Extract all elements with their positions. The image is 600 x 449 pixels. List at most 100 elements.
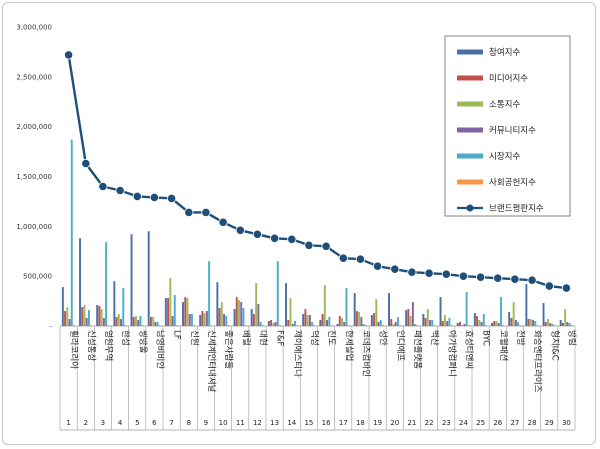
bar-6-28	[536, 325, 539, 326]
bar-1-18	[353, 293, 356, 326]
legend-swatch-5	[457, 153, 483, 159]
y-tick-label: 2,000,000	[16, 123, 52, 131]
bar-1-4	[113, 281, 116, 326]
bar-1-7	[164, 298, 167, 326]
category-label: 한섬	[120, 330, 131, 346]
bar-5-21	[414, 324, 417, 326]
bar-5-9	[208, 261, 211, 326]
category-number: 23	[442, 419, 451, 427]
line-point-28	[527, 275, 537, 285]
bar-5-28	[534, 321, 537, 326]
category-number: 18	[356, 419, 365, 427]
bar-1-15	[302, 314, 305, 326]
category-number: 3	[101, 419, 105, 427]
bar-2-14	[287, 320, 290, 326]
line-point-11	[235, 225, 245, 235]
bar-2-15	[304, 309, 307, 326]
bar-4-26	[497, 323, 500, 326]
bar-5-22	[431, 320, 434, 326]
bar-2-12	[252, 314, 255, 326]
line-point-5	[132, 191, 142, 201]
category-label: 신원	[189, 330, 199, 346]
bar-3-27	[512, 302, 515, 326]
bar-5-16	[328, 317, 331, 326]
bar-6-25	[485, 325, 487, 326]
bar-6-23	[450, 325, 453, 326]
bar-4-22	[429, 320, 432, 326]
bar-5-8	[190, 314, 193, 326]
line-point-30	[561, 283, 572, 293]
category-label: 배럴	[240, 330, 251, 346]
bar-2-2	[81, 307, 84, 326]
category-label: 한세실업	[343, 330, 354, 361]
category-label: 백산	[429, 330, 440, 346]
bar-4-29	[549, 323, 552, 326]
bar-1-21	[405, 310, 408, 326]
category-label: 쌍방울	[137, 330, 148, 354]
category-number: 13	[270, 419, 279, 427]
bar-1-5	[130, 234, 133, 326]
category-label: 진도	[326, 330, 337, 346]
line-point-16	[321, 241, 331, 251]
bar-6-5	[141, 325, 144, 326]
category-number: 26	[493, 419, 502, 427]
bar-3-9	[203, 313, 206, 326]
bar-6-24	[467, 325, 470, 326]
bar-6-26	[502, 325, 505, 326]
legend-swatch-6	[457, 179, 483, 185]
bar-3-15	[306, 315, 309, 326]
bar-3-10	[220, 302, 223, 326]
bar-4-25	[480, 322, 483, 326]
bar-4-17	[343, 322, 346, 326]
bar-3-17	[341, 318, 343, 326]
bar-6-27	[519, 325, 522, 326]
category-number: 12	[253, 419, 262, 427]
bar-6-17	[347, 325, 350, 326]
bar-5-20	[396, 317, 399, 326]
bar-5-2	[87, 310, 90, 326]
line-point-13	[269, 233, 280, 243]
category-number: 21	[407, 419, 416, 427]
line-point-4	[115, 185, 125, 196]
category-number: 9	[204, 419, 208, 427]
bar-4-20	[394, 322, 397, 326]
bar-2-26	[493, 321, 496, 326]
bar-3-16	[323, 285, 326, 326]
category-number: 10	[219, 419, 228, 427]
bar-1-26	[491, 323, 493, 326]
category-label: 신성통상	[86, 330, 97, 361]
bar-6-4	[124, 325, 127, 326]
category-label: 아가방컴퍼니	[446, 330, 457, 377]
bar-2-21	[407, 309, 410, 326]
bar-6-8	[193, 325, 196, 326]
bar-6-2	[90, 325, 93, 326]
bar-6-15	[313, 325, 316, 326]
bar-3-23	[444, 315, 446, 326]
category-label: 휠라코리아	[69, 330, 80, 369]
y-tick-label: 1,000,000	[16, 223, 52, 231]
y-tick-label: 2,500,000	[16, 73, 52, 81]
category-label: 인디에프	[395, 330, 406, 361]
bar-2-20	[390, 319, 393, 326]
category-number: 17	[339, 419, 348, 427]
bar-5-6	[156, 322, 159, 326]
line-point-27	[510, 274, 520, 284]
bar-4-10	[223, 314, 226, 326]
bar-3-7	[169, 278, 172, 326]
bar-5-18	[362, 324, 365, 326]
bar-4-30	[566, 322, 569, 326]
bar-1-8	[182, 302, 184, 326]
line-point-14	[287, 234, 297, 244]
bar-2-22	[424, 318, 427, 326]
bar-4-19	[377, 322, 380, 326]
line-point-25	[475, 272, 486, 282]
line-point-3	[98, 181, 108, 192]
line-point-9	[201, 207, 211, 217]
bar-3-13	[272, 323, 275, 326]
bar-2-25	[476, 316, 479, 326]
bar-2-9	[201, 311, 204, 326]
y-tick-label: 3,000,000	[16, 24, 52, 32]
bar-4-5	[137, 320, 140, 326]
